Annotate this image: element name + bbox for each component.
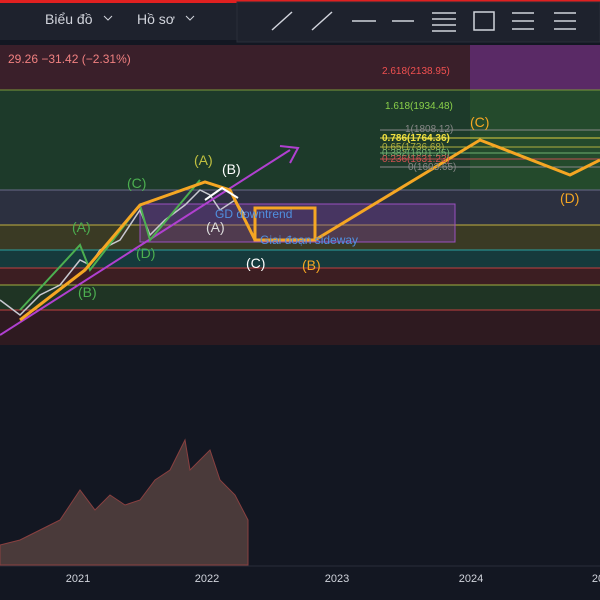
fib-label: 0.236(1631.23) <box>382 154 450 165</box>
annotation: GD downtrend <box>215 207 292 221</box>
wave-orange <box>19 138 600 322</box>
trend-line <box>0 149 291 336</box>
x-tick-label: 2021 <box>66 573 90 585</box>
tool-rect[interactable] <box>473 11 495 31</box>
zone <box>0 268 600 285</box>
annotation: Giai đoạn sideway <box>260 233 358 247</box>
wave-label: (C) <box>127 175 146 191</box>
zone <box>0 285 600 310</box>
wave-label: (B) <box>78 284 97 300</box>
fib-label: 1.618(1934.48) <box>385 101 453 112</box>
zone <box>470 90 600 190</box>
arrow-head <box>279 145 300 164</box>
range-box <box>139 203 456 243</box>
tool-trendline[interactable] <box>271 11 293 31</box>
fib-label: 0.65(1736.68) <box>382 142 444 153</box>
tool-fib[interactable] <box>432 12 456 32</box>
wave-white <box>204 186 239 201</box>
zone <box>470 45 600 90</box>
x-tick-label: 2024 <box>459 573 483 585</box>
fib-label: 2.618(2138.95) <box>382 66 450 77</box>
tool-ray[interactable] <box>311 11 333 31</box>
wave-label: (C) <box>246 255 265 271</box>
wave-label: (A) <box>72 219 91 235</box>
x-tick-label: 2023 <box>325 573 349 585</box>
wave-green <box>19 179 201 311</box>
wave-label: (B) <box>302 257 321 273</box>
wave-label: (A) <box>206 219 225 235</box>
sideway-box <box>253 206 317 242</box>
zone <box>0 310 600 345</box>
x-tick-label: 2022 <box>195 573 219 585</box>
tool-icons <box>271 11 576 32</box>
wave-label: (D) <box>136 245 155 261</box>
caret <box>103 15 113 21</box>
caret <box>185 15 195 21</box>
zone <box>0 225 600 250</box>
menu-chart[interactable]: Biểu đồ <box>45 11 93 27</box>
fib-label: 0(1603.65) <box>408 162 456 173</box>
wave-label: (B) <box>222 161 241 177</box>
wave-label: (C) <box>470 114 489 130</box>
fib-label: 1(1808.12) <box>405 124 453 135</box>
tool-pitchfork[interactable] <box>554 12 576 30</box>
drawing-toolbar <box>236 1 600 43</box>
volume <box>0 438 249 566</box>
menu-profile[interactable]: Hồ sơ <box>137 11 175 27</box>
x-tick-label: 20 <box>592 573 600 585</box>
fib-label: 0.382(1691.25) <box>382 148 450 159</box>
tool-channel[interactable] <box>512 12 534 30</box>
zone <box>0 250 600 268</box>
wave-label: (D) <box>560 190 579 206</box>
wave-label: (A) <box>194 152 213 168</box>
fib-label: 0.786(1764.36) <box>382 133 450 144</box>
quote: 29.26 −31.42 (−2.31%) <box>8 52 131 66</box>
